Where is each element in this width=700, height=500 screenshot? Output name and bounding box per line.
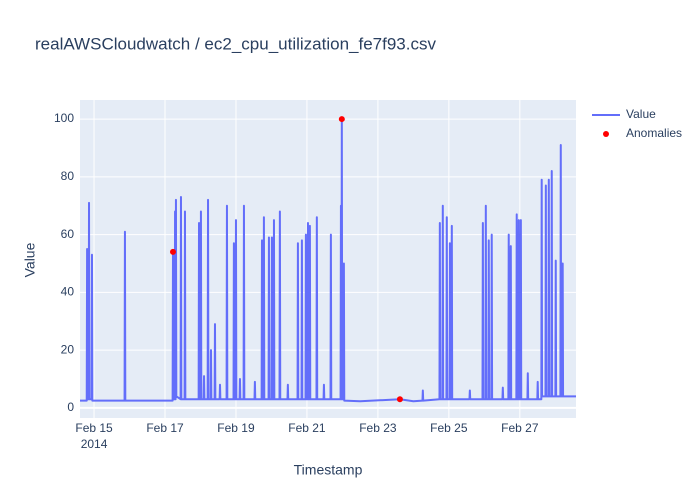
y-tick-label: 40: [61, 285, 75, 299]
y-axis-title: Value: [22, 242, 38, 277]
plot-area: [80, 100, 576, 418]
legend-swatch: [603, 131, 609, 137]
x-tick-label: Feb 23: [359, 421, 397, 435]
y-tick-label: 100: [54, 111, 74, 125]
y-tick-label: 0: [67, 400, 74, 414]
y-tick-label: 60: [61, 227, 75, 241]
legend-label[interactable]: Anomalies: [626, 126, 682, 140]
x-tick-label: Feb 19: [217, 421, 255, 435]
chart-title: realAWSCloudwatch / ec2_cpu_utilization_…: [35, 34, 436, 53]
x-tick-year: 2014: [81, 437, 108, 451]
data-line: [80, 118, 576, 403]
y-tick-label: 20: [61, 342, 75, 356]
legend-label[interactable]: Value: [626, 107, 656, 121]
legend: Value Anomalies: [592, 107, 682, 140]
x-axis-title: Timestamp: [294, 462, 363, 478]
x-tick-label: Feb 17: [146, 421, 184, 435]
anomaly-point: [396, 396, 403, 403]
x-tick-label: Feb 15: [75, 421, 113, 435]
y-tick-label: 80: [61, 169, 75, 183]
x-tick-label: Feb 21: [288, 421, 326, 435]
x-tick-label: Feb 25: [430, 421, 468, 435]
marks: [80, 116, 576, 403]
x-tick-label: Feb 27: [501, 421, 539, 435]
anomaly-point: [338, 116, 345, 123]
anomaly-point: [169, 248, 176, 255]
